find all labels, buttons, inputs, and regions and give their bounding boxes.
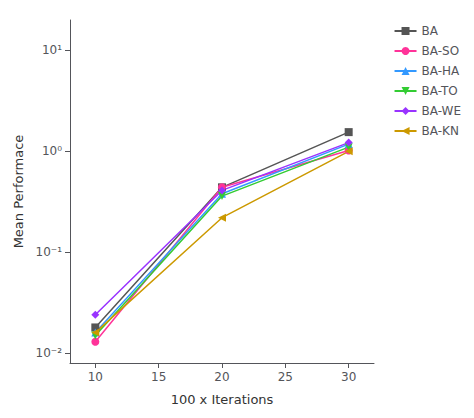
svg-text:10⁻¹: 10⁻¹ <box>36 245 63 259</box>
svg-text:15: 15 <box>151 370 166 384</box>
svg-text:BA-WE: BA-WE <box>422 104 461 118</box>
svg-text:100 x Iterations: 100 x Iterations <box>171 392 274 407</box>
svg-text:BA: BA <box>422 24 439 38</box>
svg-text:BA-KN: BA-KN <box>422 124 459 138</box>
svg-text:10⁻²: 10⁻² <box>36 346 63 360</box>
svg-text:10⁰: 10⁰ <box>42 144 62 158</box>
svg-text:30: 30 <box>341 370 356 384</box>
svg-text:BA-HA: BA-HA <box>422 64 461 78</box>
svg-text:20: 20 <box>214 370 229 384</box>
svg-text:10¹: 10¹ <box>42 43 62 57</box>
svg-text:BA-TO: BA-TO <box>422 84 458 98</box>
svg-text:25: 25 <box>278 370 293 384</box>
svg-text:Mean Performace: Mean Performace <box>11 135 26 249</box>
svg-text:BA-SO: BA-SO <box>422 44 460 58</box>
svg-text:10: 10 <box>88 370 103 384</box>
